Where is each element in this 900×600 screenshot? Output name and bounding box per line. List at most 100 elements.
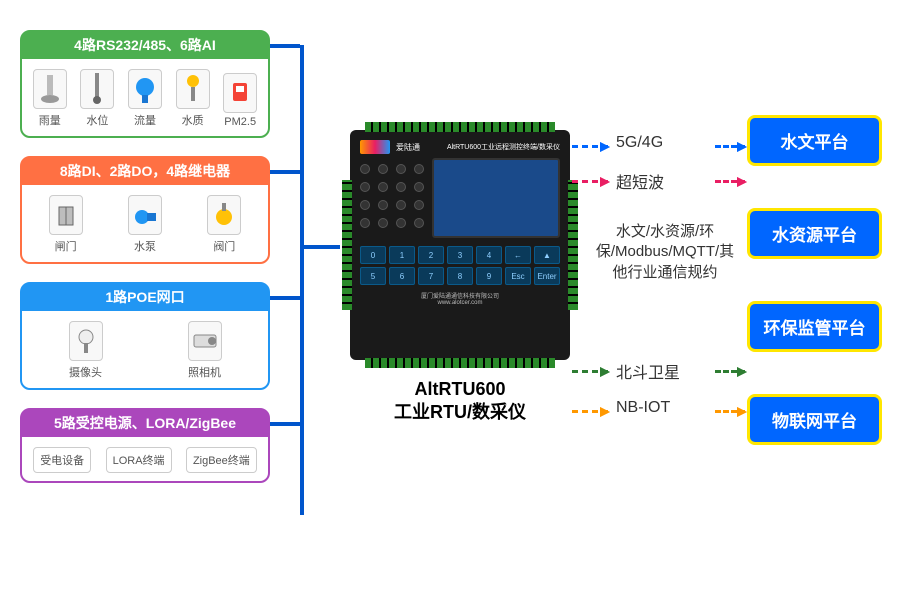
comm-arrow-right <box>715 180 745 183</box>
group-body: 雨量 水位 流量 水质 PM2.5 <box>22 65 268 128</box>
status-led <box>378 164 388 174</box>
input-group-g3: 1路POE网口摄像头 照相机 <box>20 282 270 390</box>
text-item: 受电设备 <box>33 447 91 473</box>
comm-label: 5G/4G <box>616 134 663 152</box>
group-header: 5路受控电源、LORA/ZigBee <box>21 409 269 437</box>
sensor-label: 照相机 <box>188 364 221 380</box>
platform-box: 物联网平台 <box>747 394 882 445</box>
sensor-pm25: PM2.5 <box>218 73 262 128</box>
rain-icon <box>33 69 67 109</box>
brand-cn: 爱陆通 <box>396 142 420 153</box>
status-led <box>378 200 388 210</box>
group-header: 1路POE网口 <box>21 283 269 311</box>
key-3[interactable]: 3 <box>447 246 473 264</box>
gate-icon <box>49 195 83 235</box>
group-connector <box>270 44 300 48</box>
group-connector <box>270 296 300 300</box>
status-led <box>360 164 370 174</box>
group-connector <box>270 170 300 174</box>
sensor-pump: 水泵 <box>107 195 182 254</box>
key-7[interactable]: 7 <box>418 267 444 285</box>
device-screen <box>432 158 560 238</box>
device-footer: 厦门爱陆通通信科技有限公司 www.alotcer.com <box>360 291 560 306</box>
device-label-line2: 工业RTU/数采仪 <box>345 401 575 424</box>
comm-arrow-left <box>572 370 608 373</box>
sensor-flow: 流量 <box>123 69 167 128</box>
key-4[interactable]: 4 <box>476 246 502 264</box>
comm-arrow-left <box>572 145 608 148</box>
key-6[interactable]: 6 <box>389 267 415 285</box>
status-led <box>414 182 424 192</box>
sensor-level: 水位 <box>76 69 120 128</box>
comm-arrow-left <box>572 180 608 183</box>
key-←[interactable]: ← <box>505 246 531 264</box>
sensor-label: 阀门 <box>213 238 235 254</box>
sensor-photo: 照相机 <box>147 321 262 380</box>
key-1[interactable]: 1 <box>389 246 415 264</box>
group-body: 闸门 水泵 阀门 <box>22 191 268 254</box>
status-led <box>360 182 370 192</box>
status-led <box>378 218 388 228</box>
sensor-label: PM2.5 <box>224 116 256 128</box>
group-body: 受电设备 LORA终端 ZigBee终端 <box>22 443 268 473</box>
device-keypad: 01234←▲ 56789EscEnter <box>360 246 560 285</box>
terminal-strip-right <box>568 180 578 310</box>
key-8[interactable]: 8 <box>447 267 473 285</box>
platform-box: 水文平台 <box>747 115 882 166</box>
key-9[interactable]: 9 <box>476 267 502 285</box>
key-Enter[interactable]: Enter <box>534 267 560 285</box>
sensor-camera: 摄像头 <box>28 321 143 380</box>
comm-arrow-left <box>572 410 608 413</box>
brand-logo <box>360 140 390 154</box>
camera-icon <box>69 321 103 361</box>
quality-icon <box>176 69 210 109</box>
platforms-column: 水文平台水资源平台环保监管平台物联网平台 <box>747 115 882 445</box>
key-▲[interactable]: ▲ <box>534 246 560 264</box>
status-led <box>396 164 406 174</box>
photo-icon <box>188 321 222 361</box>
comm-arrow-right <box>715 370 745 373</box>
comm-label: NB-IOT <box>616 399 670 417</box>
status-led <box>396 218 406 228</box>
status-led <box>414 218 424 228</box>
key-5[interactable]: 5 <box>360 267 386 285</box>
sensor-label: 水质 <box>182 112 204 128</box>
sensor-label: 摄像头 <box>69 364 102 380</box>
footer-url: www.alotcer.com <box>360 300 560 306</box>
conn-bus-to-device <box>300 245 340 249</box>
status-led <box>360 218 370 228</box>
comm-label: 超短波 <box>616 169 664 193</box>
input-group-g1: 4路RS232/485、6路AI 雨量 水位 流量 水质 PM2.5 <box>20 30 270 138</box>
status-led <box>396 182 406 192</box>
comm-arrow-right <box>715 145 745 148</box>
device-title: AltRTU600工业远程测控终端/数采仪 <box>426 142 560 152</box>
status-led <box>360 200 370 210</box>
sensor-label: 水泵 <box>134 238 156 254</box>
terminal-strip-left <box>342 180 352 310</box>
footer-cn: 厦门爱陆通通信科技有限公司 <box>360 291 560 300</box>
device-block: 爱陆通 AltRTU600工业远程测控终端/数采仪 01234←▲ 56789Es… <box>345 130 575 425</box>
pump-icon <box>128 195 162 235</box>
platform-box: 水资源平台 <box>747 208 882 259</box>
group-header: 4路RS232/485、6路AI <box>21 31 269 59</box>
pm25-icon <box>223 73 257 113</box>
rtu-device: 爱陆通 AltRTU600工业远程测控终端/数采仪 01234←▲ 56789Es… <box>350 130 570 360</box>
sensor-label: 流量 <box>134 112 156 128</box>
sensor-label: 雨量 <box>39 112 61 128</box>
text-item: ZigBee终端 <box>186 447 257 473</box>
sensor-quality: 水质 <box>171 69 215 128</box>
left-input-column: 4路RS232/485、6路AI雨量水位流量水质PM2.58路DI、2路DO，4… <box>20 30 270 501</box>
device-label-line1: AltRTU600 <box>345 378 575 401</box>
terminal-strip-top <box>365 122 555 132</box>
status-led <box>396 200 406 210</box>
sensor-label: 闸门 <box>55 238 77 254</box>
sensor-valve: 阀门 <box>187 195 262 254</box>
key-0[interactable]: 0 <box>360 246 386 264</box>
sensor-label: 水位 <box>86 112 108 128</box>
input-group-g2: 8路DI、2路DO，4路继电器闸门水泵阀门 <box>20 156 270 264</box>
key-2[interactable]: 2 <box>418 246 444 264</box>
text-item: LORA终端 <box>106 447 172 473</box>
status-led <box>414 164 424 174</box>
key-Esc[interactable]: Esc <box>505 267 531 285</box>
input-group-g4: 5路受控电源、LORA/ZigBee 受电设备 LORA终端 ZigBee终端 <box>20 408 270 483</box>
